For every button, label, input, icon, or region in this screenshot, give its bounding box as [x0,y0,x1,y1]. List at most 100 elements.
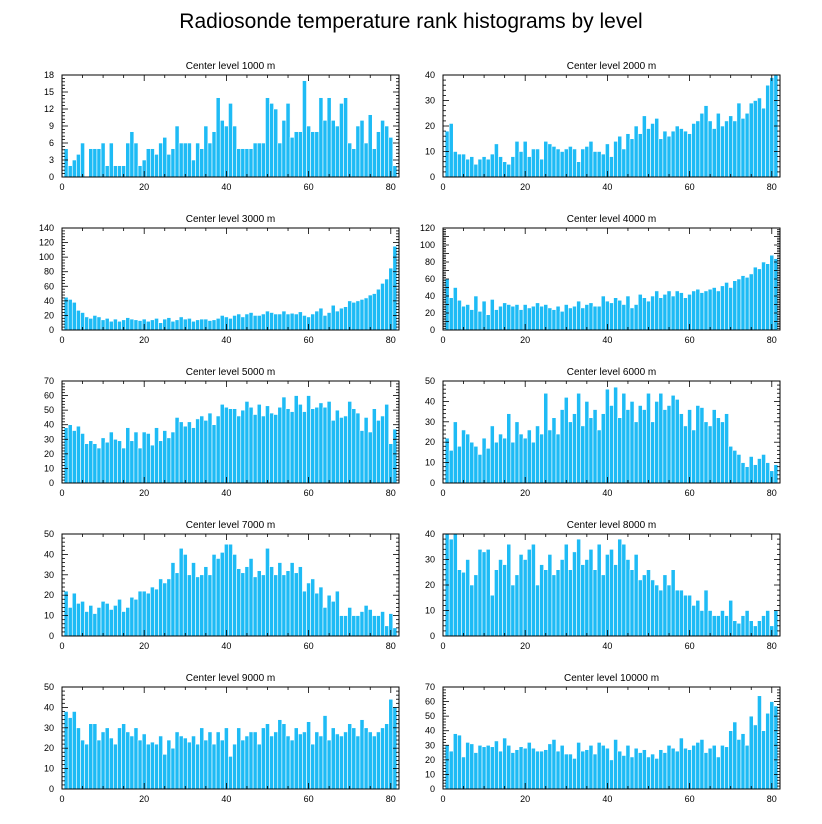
histogram-bar [326,739,332,790]
histogram-bar [691,123,697,178]
histogram-bar [642,574,647,637]
histogram-bar [339,307,344,331]
histogram-bar [539,433,544,484]
histogram-bar [452,151,458,178]
histogram-bar [699,112,705,178]
histogram-bar [269,103,274,178]
histogram-bar [302,731,307,790]
x-tick-label: 40 [221,641,231,651]
histogram-bar [469,309,475,331]
histogram-bar [224,543,229,637]
histogram-bar [522,747,528,790]
histogram-bar [367,609,373,637]
histogram-bar [203,739,209,790]
histogram-bar [182,554,188,637]
histogram-bar [514,574,520,637]
histogram-bar [162,582,168,637]
x-tick-label: 40 [221,488,231,498]
histogram-bar [498,433,503,484]
x-tick-label: 60 [685,335,695,345]
histogram-bar [100,731,106,790]
histogram-bar [80,433,85,484]
y-tick-label: 30 [425,417,435,427]
histogram-bar [129,440,135,484]
histogram-bar [326,594,332,637]
histogram-bar [559,744,565,790]
y-tick-label: 20 [44,449,54,459]
histogram-bar [531,747,536,790]
histogram-bar [293,395,299,484]
histogram-bar [376,731,381,790]
histogram-bar [609,548,614,637]
x-tick-label: 40 [221,182,231,192]
histogram-bar [306,125,311,178]
histogram-bar [502,737,507,790]
x-tick-label: 80 [767,335,777,345]
histogram-bar [141,431,147,484]
histogram-bar [154,318,159,331]
histogram-bar [498,156,503,178]
histogram-bar [182,142,188,178]
histogram-bar [104,441,110,484]
histogram-bar [384,404,390,484]
histogram-bar [145,592,151,637]
histogram-bar [310,743,316,790]
x-tick-label: 20 [139,641,149,651]
histogram-bar [683,130,688,178]
y-tick-label: 30 [425,96,435,106]
histogram-bar [646,128,651,178]
histogram-bar [748,715,754,790]
panel-title: Center level 8000 m [567,520,657,531]
histogram-bar [551,417,557,484]
histogram-bar [96,316,102,331]
histogram-bar [720,610,725,637]
histogram-bar [769,254,775,331]
histogram-bar [642,297,647,331]
histogram-bar [339,735,344,790]
histogram-bar [330,727,336,790]
histogram-bar [625,744,631,790]
histogram-bar [732,721,738,790]
histogram-bar [485,448,491,484]
histogram-bar [240,316,246,331]
histogram-bar [498,559,503,637]
histogram-bar [170,320,176,331]
histogram-bar [117,165,122,178]
histogram-bar [629,307,635,331]
histogram-bar [642,115,647,178]
histogram-bar [211,554,217,637]
histogram-bar [191,427,196,484]
histogram-bar [310,408,316,484]
histogram-bar [662,293,668,331]
histogram-bar [289,562,295,637]
x-tick-label: 60 [304,488,314,498]
histogram-bar [531,148,536,178]
histogram-bar [76,425,81,484]
x-tick-label: 40 [602,335,612,345]
histogram-bar [452,533,458,637]
histogram-bar [699,292,705,331]
histogram-bar [125,317,131,331]
histogram-bar [740,118,746,178]
histogram-bar [724,615,729,637]
histogram-bar [265,405,270,484]
histogram-bar [510,752,516,790]
histogram-bar [457,569,462,637]
histogram-bar [191,562,196,637]
x-tick-label: 0 [59,488,64,498]
histogram-bar [654,401,660,484]
y-tick-label: 30 [44,434,54,444]
histogram-bar [658,589,664,637]
histogram-bar [343,615,348,637]
histogram-bar [576,392,581,484]
histogram-bar [666,290,672,331]
histogram-bar [330,420,336,484]
histogram-bar [285,570,291,637]
histogram-bar [244,566,250,637]
histogram-bar [314,406,320,484]
histogram-bar [609,405,614,484]
histogram-bar [125,142,131,178]
x-tick-label: 80 [767,794,777,804]
bar-series [444,254,779,331]
histogram-bar [326,97,332,178]
